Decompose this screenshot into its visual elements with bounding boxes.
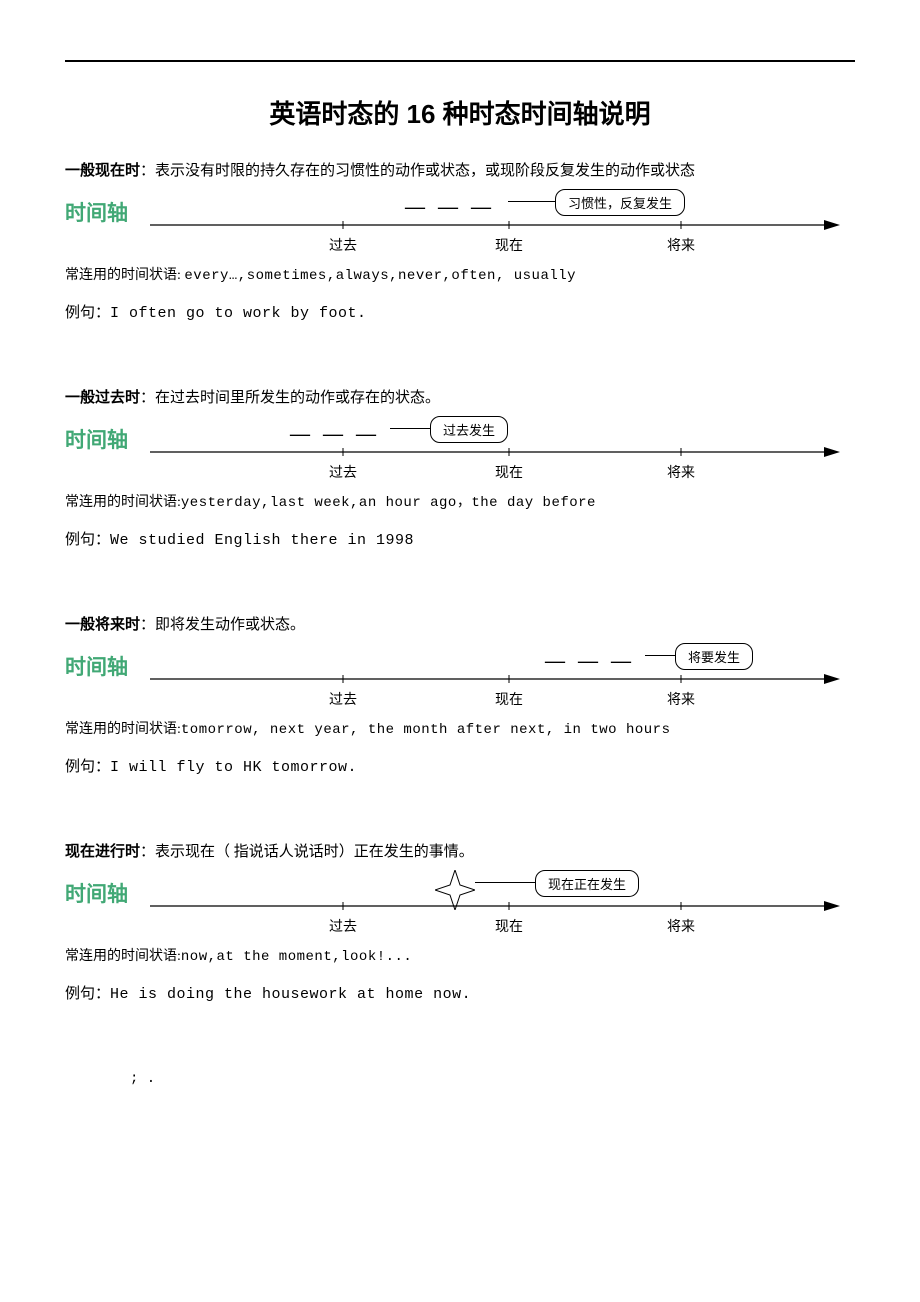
axis-label-present: 现在 [495,916,523,936]
adverbials-text: tomorrow, next year, the month after nex… [181,722,671,738]
adverbials-text: every…,sometimes,always,never,often, usu… [184,268,576,284]
example-text: He is doing the housework at home now. [110,986,471,1003]
example-line: 例句：He is doing the housework at home now… [65,982,855,1007]
tense-block: 现在进行时：表示现在（ 指说话人说话时）正在发生的事情。 时间轴 现在正在发生 … [65,840,855,1007]
adverbials-line: 常连用的时间状语: every…,sometimes,always,never,… [65,265,855,287]
example-text: I will fly to HK tomorrow. [110,759,357,776]
example-line: 例句：We studied English there in 1998 [65,528,855,553]
dash-marker: — — — [405,197,495,217]
tense-block: 一般过去时：在过去时间里所发生的动作或存在的状态。 时间轴 — — — 过去发生… [65,386,855,553]
example-prefix: 例句： [65,532,110,548]
axis-label-present: 现在 [495,462,523,482]
example-prefix: 例句： [65,305,110,321]
dash-marker: — — — [290,424,380,444]
axis-label-past: 过去 [329,689,357,709]
axis-label-past: 过去 [329,916,357,936]
axis-label-present: 现在 [495,235,523,255]
example-line: 例句：I often go to work by foot. [65,301,855,326]
tense-name: 一般过去时 [65,389,140,406]
timeline-wrap: 时间轴 — — — 过去发生 过去 现在 将来 [65,416,855,486]
adverbials-line: 常连用的时间状语:yesterday,last week,an hour ago… [65,492,855,514]
timeline-label: 时间轴 [65,651,128,681]
annotation-bubble: 将要发生 [675,643,753,670]
example-text: We studied English there in 1998 [110,532,414,549]
timeline-label: 时间轴 [65,878,128,908]
tense-desc: ：在过去时间里所发生的动作或存在的状态。 [140,390,440,406]
tense-block: 一般将来时：即将发生动作或状态。 时间轴 — — — 将要发生 过去 现在 将来… [65,613,855,780]
annotation-bubble: 现在正在发生 [535,870,639,897]
tense-block: 一般现在时：表示没有时限的持久存在的习惯性的动作或状态，或现阶段反复发生的动作或… [65,159,855,326]
example-text: I often go to work by foot. [110,305,367,322]
annotation-bubble: 过去发生 [430,416,508,443]
timeline-wrap: 时间轴 现在正在发生 过去 现在 将来 [65,870,855,940]
adverbials-prefix: 常连用的时间状语: [65,268,184,283]
dash-marker: — — — [545,651,635,671]
bubble-connector [508,201,555,202]
tense-heading: 一般将来时：即将发生动作或状态。 [65,613,855,637]
axis-label-future: 将来 [667,235,695,255]
annotation-bubble: 习惯性，反复发生 [555,189,685,216]
tense-desc: ：表示现在（ 指说话人说话时）正在发生的事情。 [140,844,474,860]
tense-heading: 一般过去时：在过去时间里所发生的动作或存在的状态。 [65,386,855,410]
document-page: 英语时态的 16 种时态时间轴说明 一般现在时：表示没有时限的持久存在的习惯性的… [65,0,855,1107]
adverbials-line: 常连用的时间状语:tomorrow, next year, the month … [65,719,855,741]
timeline-label: 时间轴 [65,197,128,227]
bubble-connector [390,428,430,429]
top-rule [65,60,855,64]
bubble-connector [475,882,535,883]
example-prefix: 例句： [65,986,110,1002]
bubble-connector [645,655,675,656]
adverbials-text: now,at the moment,look!... [181,949,412,965]
adverbials-line: 常连用的时间状语:now,at the moment,look!... [65,946,855,968]
tense-heading: 一般现在时：表示没有时限的持久存在的习惯性的动作或状态，或现阶段反复发生的动作或… [65,159,855,183]
timeline-wrap: 时间轴 — — — 习惯性，反复发生 过去 现在 将来 [65,189,855,259]
timeline-axis [150,217,840,237]
axis-label-future: 将来 [667,916,695,936]
footer-mark: ; . [130,1071,155,1087]
adverbials-prefix: 常连用的时间状语: [65,495,181,510]
tense-desc: ：即将发生动作或状态。 [140,617,305,633]
timeline-label: 时间轴 [65,424,128,454]
example-prefix: 例句： [65,759,110,775]
tense-name: 一般现在时 [65,162,140,179]
page-title: 英语时态的 16 种时态时间轴说明 [65,94,855,131]
tense-name: 现在进行时 [65,843,140,860]
timeline-axis [150,444,840,464]
tense-heading: 现在进行时：表示现在（ 指说话人说话时）正在发生的事情。 [65,840,855,864]
tense-name: 一般将来时 [65,616,140,633]
adverbials-text: yesterday,last week,an hour ago，the day … [181,495,596,511]
axis-label-future: 将来 [667,689,695,709]
adverbials-prefix: 常连用的时间状语: [65,949,181,964]
example-line: 例句：I will fly to HK tomorrow. [65,755,855,780]
timeline-wrap: 时间轴 — — — 将要发生 过去 现在 将来 [65,643,855,713]
axis-label-present: 现在 [495,689,523,709]
tense-desc: ：表示没有时限的持久存在的习惯性的动作或状态，或现阶段反复发生的动作或状态 [140,163,695,179]
timeline-axis [150,898,840,918]
adverbials-prefix: 常连用的时间状语: [65,722,181,737]
axis-label-past: 过去 [329,235,357,255]
timeline-axis [150,671,840,691]
axis-label-past: 过去 [329,462,357,482]
axis-label-future: 将来 [667,462,695,482]
